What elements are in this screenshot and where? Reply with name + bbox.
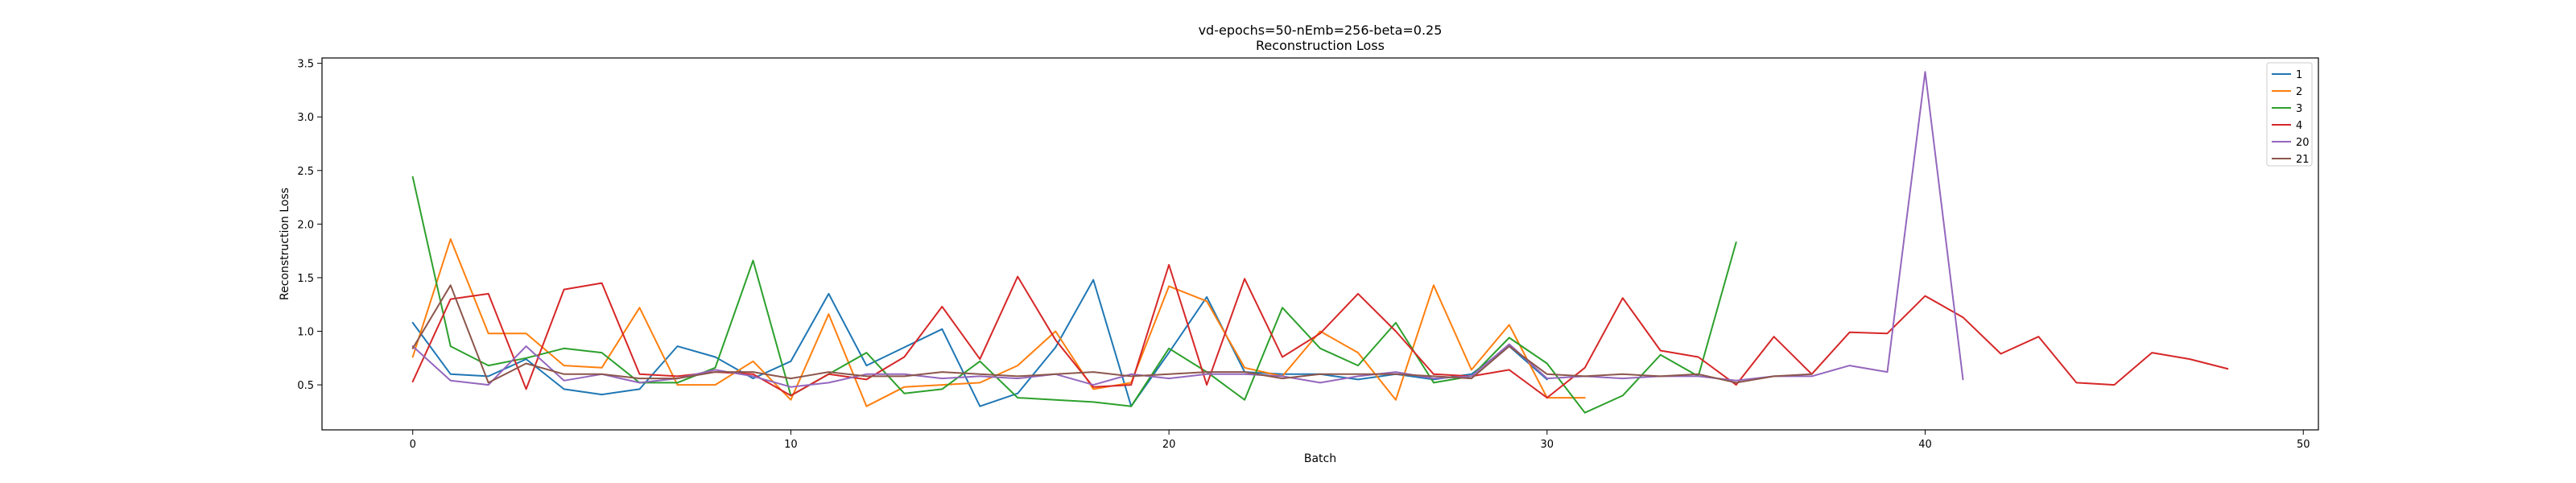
chart-title: vd-epochs=50-nEmb=256-beta=0.25	[1199, 23, 1443, 38]
x-tick-label: 0	[410, 439, 416, 451]
x-tick-label: 40	[1918, 439, 1932, 451]
y-tick-label: 2.5	[297, 166, 314, 178]
y-axis: 0.5 1.0 1.5 2.0 2.5 3.0 3.5	[297, 59, 322, 392]
x-tick-label: 20	[1162, 439, 1176, 451]
series-line-21	[411, 284, 1813, 384]
x-axis-label: Batch	[1304, 452, 1336, 465]
legend-label-4: 4	[2296, 120, 2302, 132]
y-axis-label: Reconstruction Loss	[279, 188, 291, 300]
legend-label-1: 1	[2296, 69, 2302, 81]
x-tick-label: 30	[1541, 439, 1554, 451]
legend: 1 2 3 4 20 21	[2266, 62, 2313, 167]
y-tick-label: 3.0	[297, 112, 314, 124]
y-tick-label: 3.5	[297, 59, 314, 71]
plot-frame	[321, 57, 2319, 431]
x-axis: 0 10 20 30 40 50	[410, 430, 2310, 451]
plot-area	[411, 71, 2229, 414]
x-tick-label: 10	[784, 439, 798, 451]
series-line-1	[411, 279, 1548, 407]
y-tick-label: 1.5	[297, 273, 314, 285]
legend-label-21: 21	[2296, 154, 2310, 166]
y-tick-label: 1.0	[297, 327, 314, 339]
legend-label-20: 20	[2296, 137, 2310, 149]
legend-box	[2266, 62, 2313, 167]
legend-label-3: 3	[2296, 103, 2302, 115]
x-tick-label: 50	[2297, 439, 2310, 451]
chart-subtitle: Reconstruction Loss	[1256, 38, 1385, 53]
y-tick-label: 0.5	[297, 380, 314, 392]
y-tick-label: 2.0	[297, 219, 314, 231]
legend-label-2: 2	[2296, 86, 2302, 98]
